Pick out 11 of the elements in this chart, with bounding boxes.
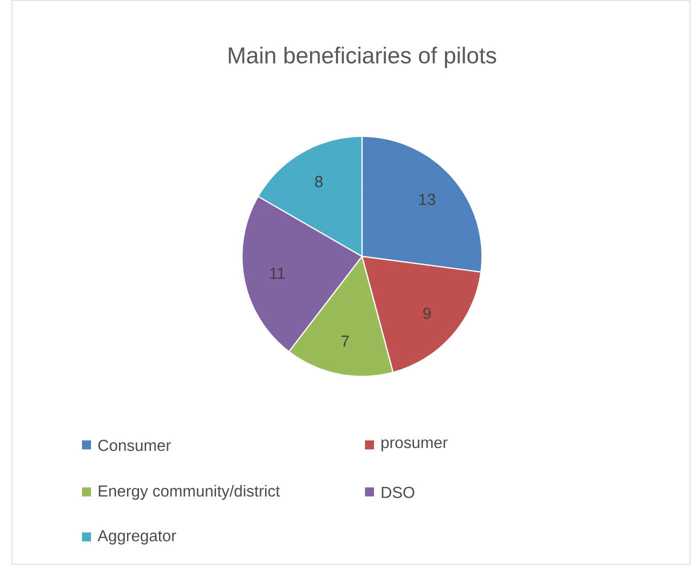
legend-label: Consumer [98, 440, 171, 451]
chart-title: Main beneficiaries of pilots [228, 46, 496, 68]
data-label: 11 [270, 268, 285, 279]
legend-label: DSO [382, 486, 414, 498]
legend-label: prosumer [382, 439, 448, 452]
data-label: 9 [423, 308, 431, 319]
data-label: 7 [342, 335, 349, 346]
data-label: 8 [315, 176, 323, 188]
legend-label: Energy community/district [98, 484, 280, 500]
data-label: 13 [419, 194, 436, 205]
legend-label: Aggregator [98, 530, 176, 544]
